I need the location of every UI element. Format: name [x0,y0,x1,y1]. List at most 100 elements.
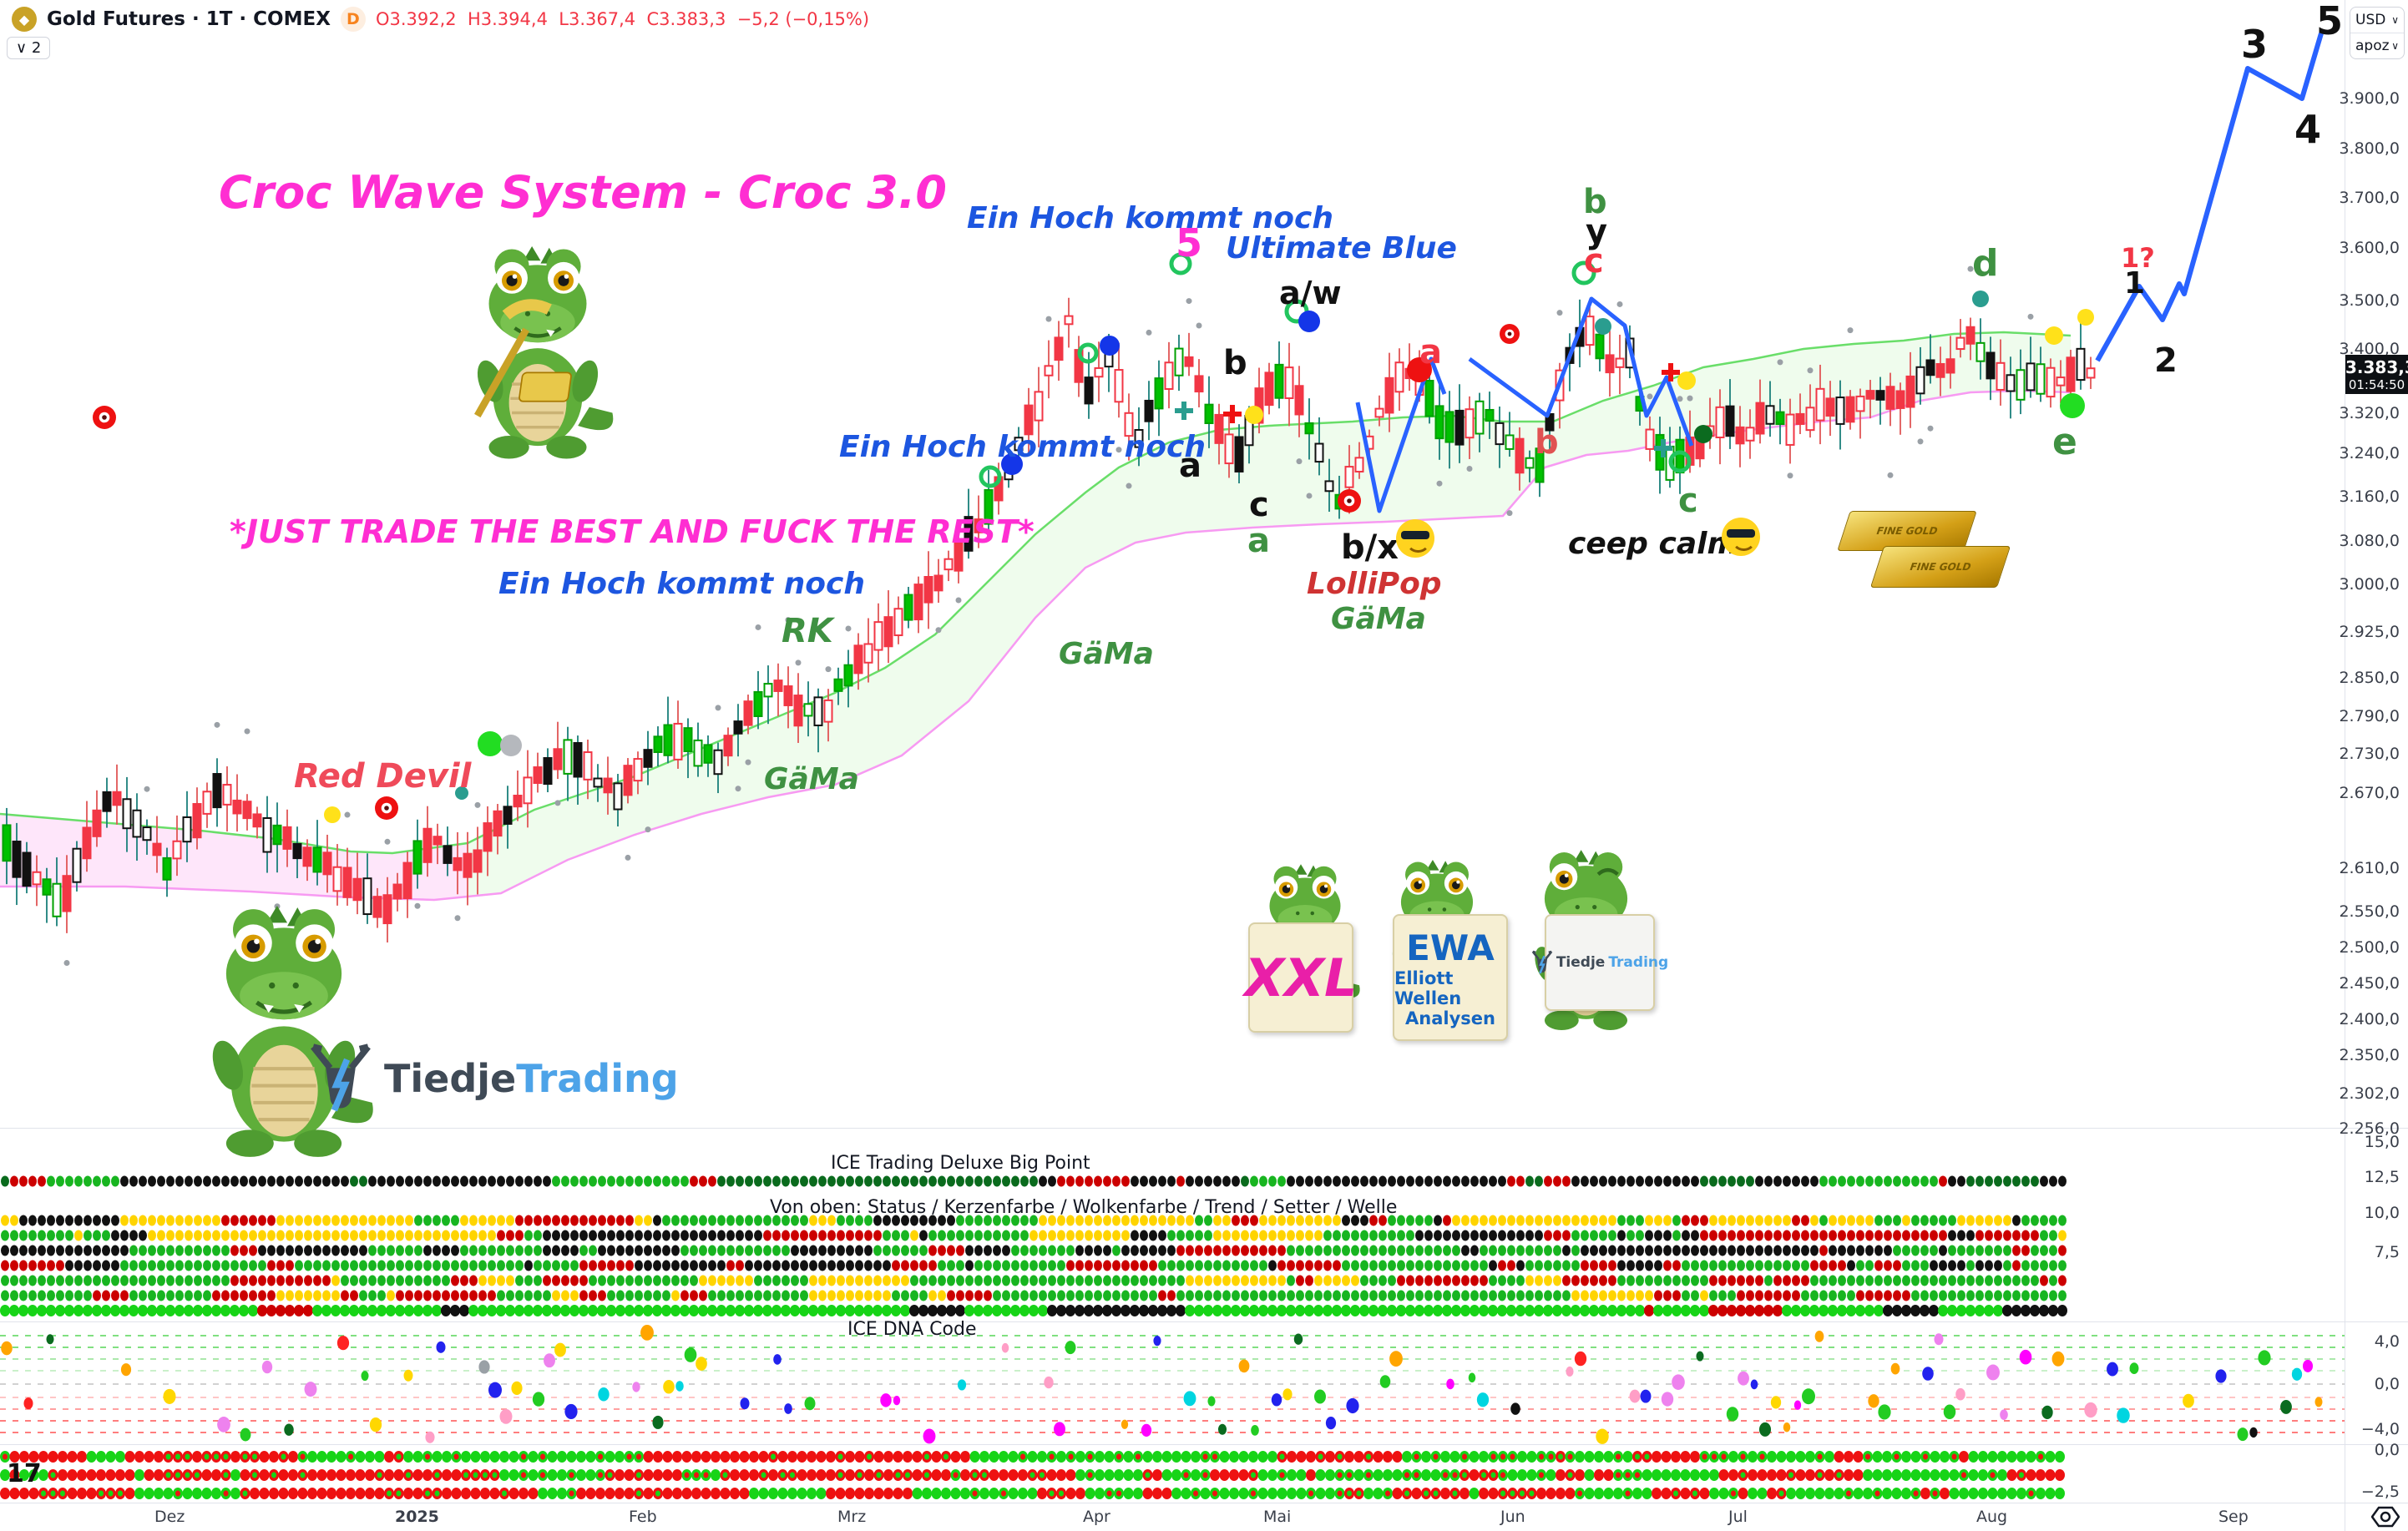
ein-hoch-3[interactable]: Ein Hoch kommt noch [967,201,1333,235]
indicator-dot [598,1215,606,1226]
time-axis-label[interactable]: Feb [629,1508,657,1526]
time-axis-label[interactable]: Dez [154,1508,185,1526]
indicator-dot [10,1275,18,1286]
indicator-dot [653,1175,661,1187]
wave-4[interactable]: 4 [2294,107,2322,152]
indicator-dot [1204,1275,1212,1286]
indicator-dot [93,1260,101,1271]
indicator-dot [1470,1275,1479,1286]
time-axis-label[interactable]: Sep [2218,1508,2249,1526]
gama-3[interactable]: GäMa [764,762,859,796]
slogan[interactable]: *JUST TRADE THE BEST AND FUCK THE REST* [230,513,1035,550]
wave-d-green[interactable]: d [1972,242,1999,285]
indicator-dot [1232,1275,1240,1286]
symbol-title[interactable]: Gold Futures · 1T · COMEX [47,8,331,30]
indicator-collapse-chip[interactable]: ∨ 2 [7,37,51,59]
wave-a-red[interactable]: a [1419,333,1442,371]
indicator-dot [711,1469,721,1481]
wave-1q-red[interactable]: 1? [2121,242,2155,274]
time-axis-label[interactable]: Aug [1976,1508,2008,1526]
lollipop[interactable]: LolliPop [1307,567,1442,601]
panel3-title[interactable]: ICE DNA Code [847,1319,977,1340]
rk-label[interactable]: RK [782,612,833,650]
panel2-title[interactable]: Von oben: Status / Kerzenfarbe / Wolkenf… [770,1197,1398,1218]
time-axis-label[interactable]: Mrz [837,1508,867,1526]
wave-b-red[interactable]: b [1535,423,1559,462]
wave-a-green[interactable]: a [1247,522,1270,560]
wave-c-red[interactable]: c [1584,242,1604,280]
time-axis-label[interactable]: Jul [1728,1508,1748,1526]
currency-select[interactable]: USD ∨ [2355,12,2399,28]
ceep-calm[interactable]: ceep calm [1568,527,1738,561]
pane-divider[interactable] [0,1128,2408,1129]
pane-divider[interactable] [0,1444,2408,1445]
indicator-dot [1699,1305,1709,1316]
indicator-dot [955,1305,965,1316]
wave-5-top[interactable]: 5 [2316,0,2344,43]
time-axis-label[interactable]: Jun [1500,1508,1525,1526]
time-axis-label[interactable]: Apr [1083,1508,1110,1526]
indicator-dot [1795,1451,1806,1463]
projection-12345[interactable] [2095,33,2324,362]
wave-c-black[interactable]: c [1249,486,1269,524]
wave-a-black[interactable]: a [1179,447,1201,485]
candles[interactable] [2,265,2096,967]
wave-b-black[interactable]: b [1223,344,1247,382]
indicator-dot [1341,1305,1351,1316]
indicator-dot [947,1275,955,1286]
time-axis-label[interactable]: 2025 [395,1508,439,1526]
wave-3[interactable]: 3 [2241,22,2269,67]
zigzag-lollipop[interactable] [1355,356,1447,513]
wave-2[interactable]: 2 [2154,341,2178,380]
eye-visibility-icon[interactable] [2370,1506,2400,1531]
indicator-dot [1699,1488,1710,1499]
ein-hoch-2[interactable]: Ein Hoch kommt noch [839,430,1206,464]
indicator-dot [203,1245,211,1256]
panel1-title[interactable]: ICE Trading Deluxe Big Point [831,1153,1090,1174]
indicator-dot [1452,1245,1460,1256]
indicator-dot [827,1215,836,1226]
time-axis-label[interactable]: Mai [1263,1508,1292,1526]
wave-e-green[interactable]: e [2052,421,2077,463]
unit-select[interactable]: apoz ∨ [2350,33,2404,58]
price-axis[interactable] [2345,0,2408,1531]
wave-y-black[interactable]: y [1586,213,1608,251]
ein-hoch-1[interactable]: Ein Hoch kommt noch [498,567,865,601]
indicator-dot [1181,1451,1191,1463]
red-devil[interactable]: Red Devil [294,757,472,796]
indicator-dot [1535,1275,1543,1286]
wave-bx[interactable]: b/x [1341,528,1399,567]
indicator-dot [1892,1305,1902,1316]
indicator-dot [1379,1260,1387,1271]
tradingview-watermark-logo[interactable]: 17 [7,1459,42,1488]
price-tick: 2.850,0 [2339,669,2400,687]
indicator-dot [1158,1245,1166,1256]
indicator-dot [615,1469,625,1481]
zigzag-byc[interactable] [1468,296,1694,447]
gama-2[interactable]: GäMa [1059,637,1154,671]
indicator-dot [1314,1230,1323,1241]
indicator-dot [716,1305,726,1316]
indicator-dot [2048,1305,2058,1316]
gama-1[interactable]: GäMa [1331,602,1426,636]
wave-5-magenta[interactable]: 5 [1176,220,1203,265]
wave-c-green[interactable]: c [1678,482,1698,520]
indicator-dot [1161,1451,1172,1463]
indicator-dot [1383,1451,1393,1463]
wave-aw[interactable]: a/w [1279,275,1342,311]
pane-divider[interactable] [0,1321,2408,1322]
indicator-dot [1314,1275,1323,1286]
wave-1[interactable]: 1 [2124,266,2146,301]
interval-badge[interactable]: D [340,7,366,32]
indicator-dot [240,1175,248,1187]
ultimate-blue[interactable]: Ultimate Blue [1226,231,1457,265]
indicator-dot [1545,1469,1556,1481]
wave-b-green[interactable]: b [1583,183,1607,221]
indicator-dot [111,1260,119,1271]
indicator-dot [111,1215,119,1226]
chart-title[interactable]: Croc Wave System - Croc 3.0 [219,166,947,219]
indicator-dot [0,1488,10,1499]
price-scale-unit-box[interactable]: USD ∨ apoz ∨ [2350,7,2405,59]
indicator-dot [1645,1245,1653,1256]
